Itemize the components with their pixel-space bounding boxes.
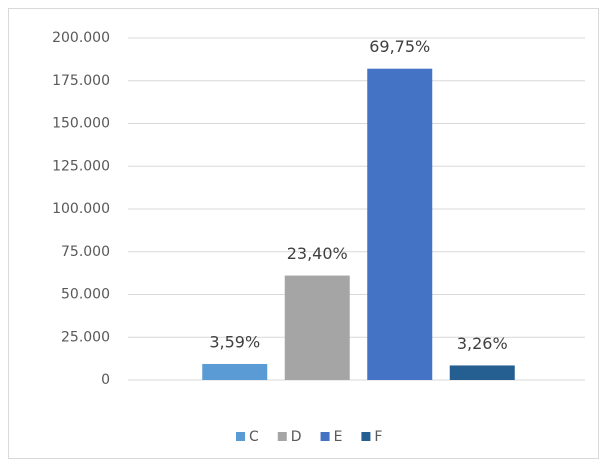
data-label: 3,26%	[457, 334, 508, 353]
legend-label: F	[374, 429, 382, 445]
legend-label: D	[291, 429, 302, 445]
legend-swatch	[320, 432, 330, 441]
data-label: 23,40%	[287, 244, 348, 263]
bar	[284, 275, 350, 380]
chart-border	[8, 8, 599, 459]
data-label: 3,59%	[209, 332, 260, 351]
bar	[202, 363, 268, 380]
legend-swatch	[236, 432, 245, 441]
y-tick-label: 25.000	[61, 329, 110, 345]
bar	[367, 68, 433, 380]
y-tick-label: 125.000	[52, 158, 110, 174]
legend-label: E	[334, 429, 343, 445]
y-tick-label: 200.000	[52, 30, 110, 46]
data-label: 69,75%	[369, 37, 430, 56]
y-tick-label: 175.000	[52, 73, 110, 89]
y-tick-label: 150.000	[52, 116, 110, 132]
y-tick-label: 100.000	[52, 201, 110, 217]
legend-swatch	[361, 432, 371, 441]
legend-swatch	[277, 432, 287, 441]
y-tick-label: 75.000	[61, 244, 110, 260]
y-tick-label: 50.000	[61, 287, 110, 303]
y-tick-label: 0	[101, 372, 110, 388]
legend-label: C	[249, 429, 259, 445]
bar	[449, 365, 515, 380]
